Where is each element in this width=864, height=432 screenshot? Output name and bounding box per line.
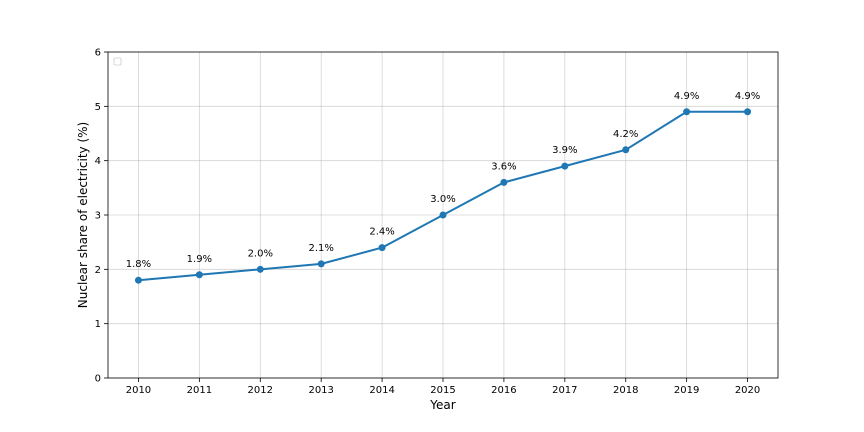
series (134, 108, 752, 284)
y-tick-label: 3 (95, 211, 101, 222)
data-label: 4.9% (735, 91, 760, 102)
x-tick-label: 2014 (369, 385, 394, 396)
data-point (439, 211, 447, 219)
data-point (134, 276, 142, 284)
x-tick-label: 2020 (735, 385, 760, 396)
data-point (500, 178, 508, 186)
x-tick-label: 2017 (552, 385, 577, 396)
y-tick-label: 6 (95, 48, 101, 59)
data-label: 2.4% (369, 227, 394, 238)
x-tick-label: 2010 (126, 385, 151, 396)
x-tick-label: 2015 (430, 385, 455, 396)
y-tick-label: 5 (95, 102, 101, 113)
data-label: 1.9% (187, 254, 212, 265)
data-label: 2.1% (308, 243, 333, 254)
y-axis-label: Nuclear share of electricity (%) (76, 122, 90, 308)
data-label: 3.9% (552, 145, 577, 156)
data-labels: 1.8% 1.9% 2.0% 2.1% 2.4% 3.0% 3.6% 3.9% 4.2% 4.9%… (126, 91, 760, 270)
x-tick-label: 2019 (674, 385, 699, 396)
x-tick-label: 2011 (187, 385, 212, 396)
data-point (317, 260, 325, 268)
y-tick-label: 4 (95, 156, 101, 167)
data-point (683, 108, 691, 116)
y-tick-label: 0 (95, 374, 101, 385)
x-tick-label: 2013 (308, 385, 333, 396)
data-point (256, 265, 264, 273)
data-label: 2.0% (248, 248, 273, 259)
data-label: 4.9% (674, 91, 699, 102)
data-point (195, 271, 203, 279)
data-point (378, 244, 386, 252)
data-label: 4.2% (613, 129, 638, 140)
legend-box (113, 57, 122, 66)
x-tick-label: 2012 (248, 385, 273, 396)
x-tick-label: 2018 (613, 385, 638, 396)
x-tick-label: 2016 (491, 385, 516, 396)
x-axis-label: Year (429, 398, 455, 412)
axis-ticks: 2010 2011 2012 2013 2014 2015 2016 2017 2018 2019… (95, 48, 761, 397)
data-point (622, 146, 630, 154)
y-tick-label: 2 (95, 265, 101, 276)
data-label: 1.8% (126, 259, 151, 270)
data-point (561, 162, 569, 170)
data-label: 3.0% (430, 194, 455, 205)
data-point (744, 108, 752, 116)
y-tick-label: 1 (95, 319, 101, 330)
data-label: 3.6% (491, 161, 516, 172)
